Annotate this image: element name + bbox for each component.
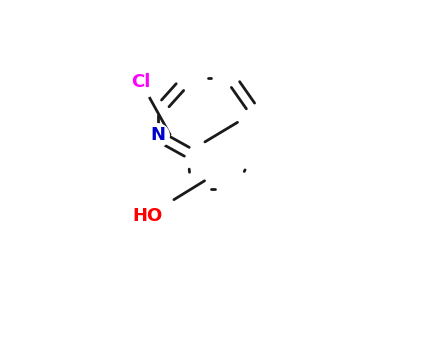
Text: N: N	[150, 126, 165, 144]
Circle shape	[129, 197, 166, 234]
Circle shape	[146, 124, 169, 147]
Text: Cl: Cl	[131, 73, 151, 91]
Text: HO: HO	[132, 207, 163, 225]
Circle shape	[124, 65, 157, 99]
